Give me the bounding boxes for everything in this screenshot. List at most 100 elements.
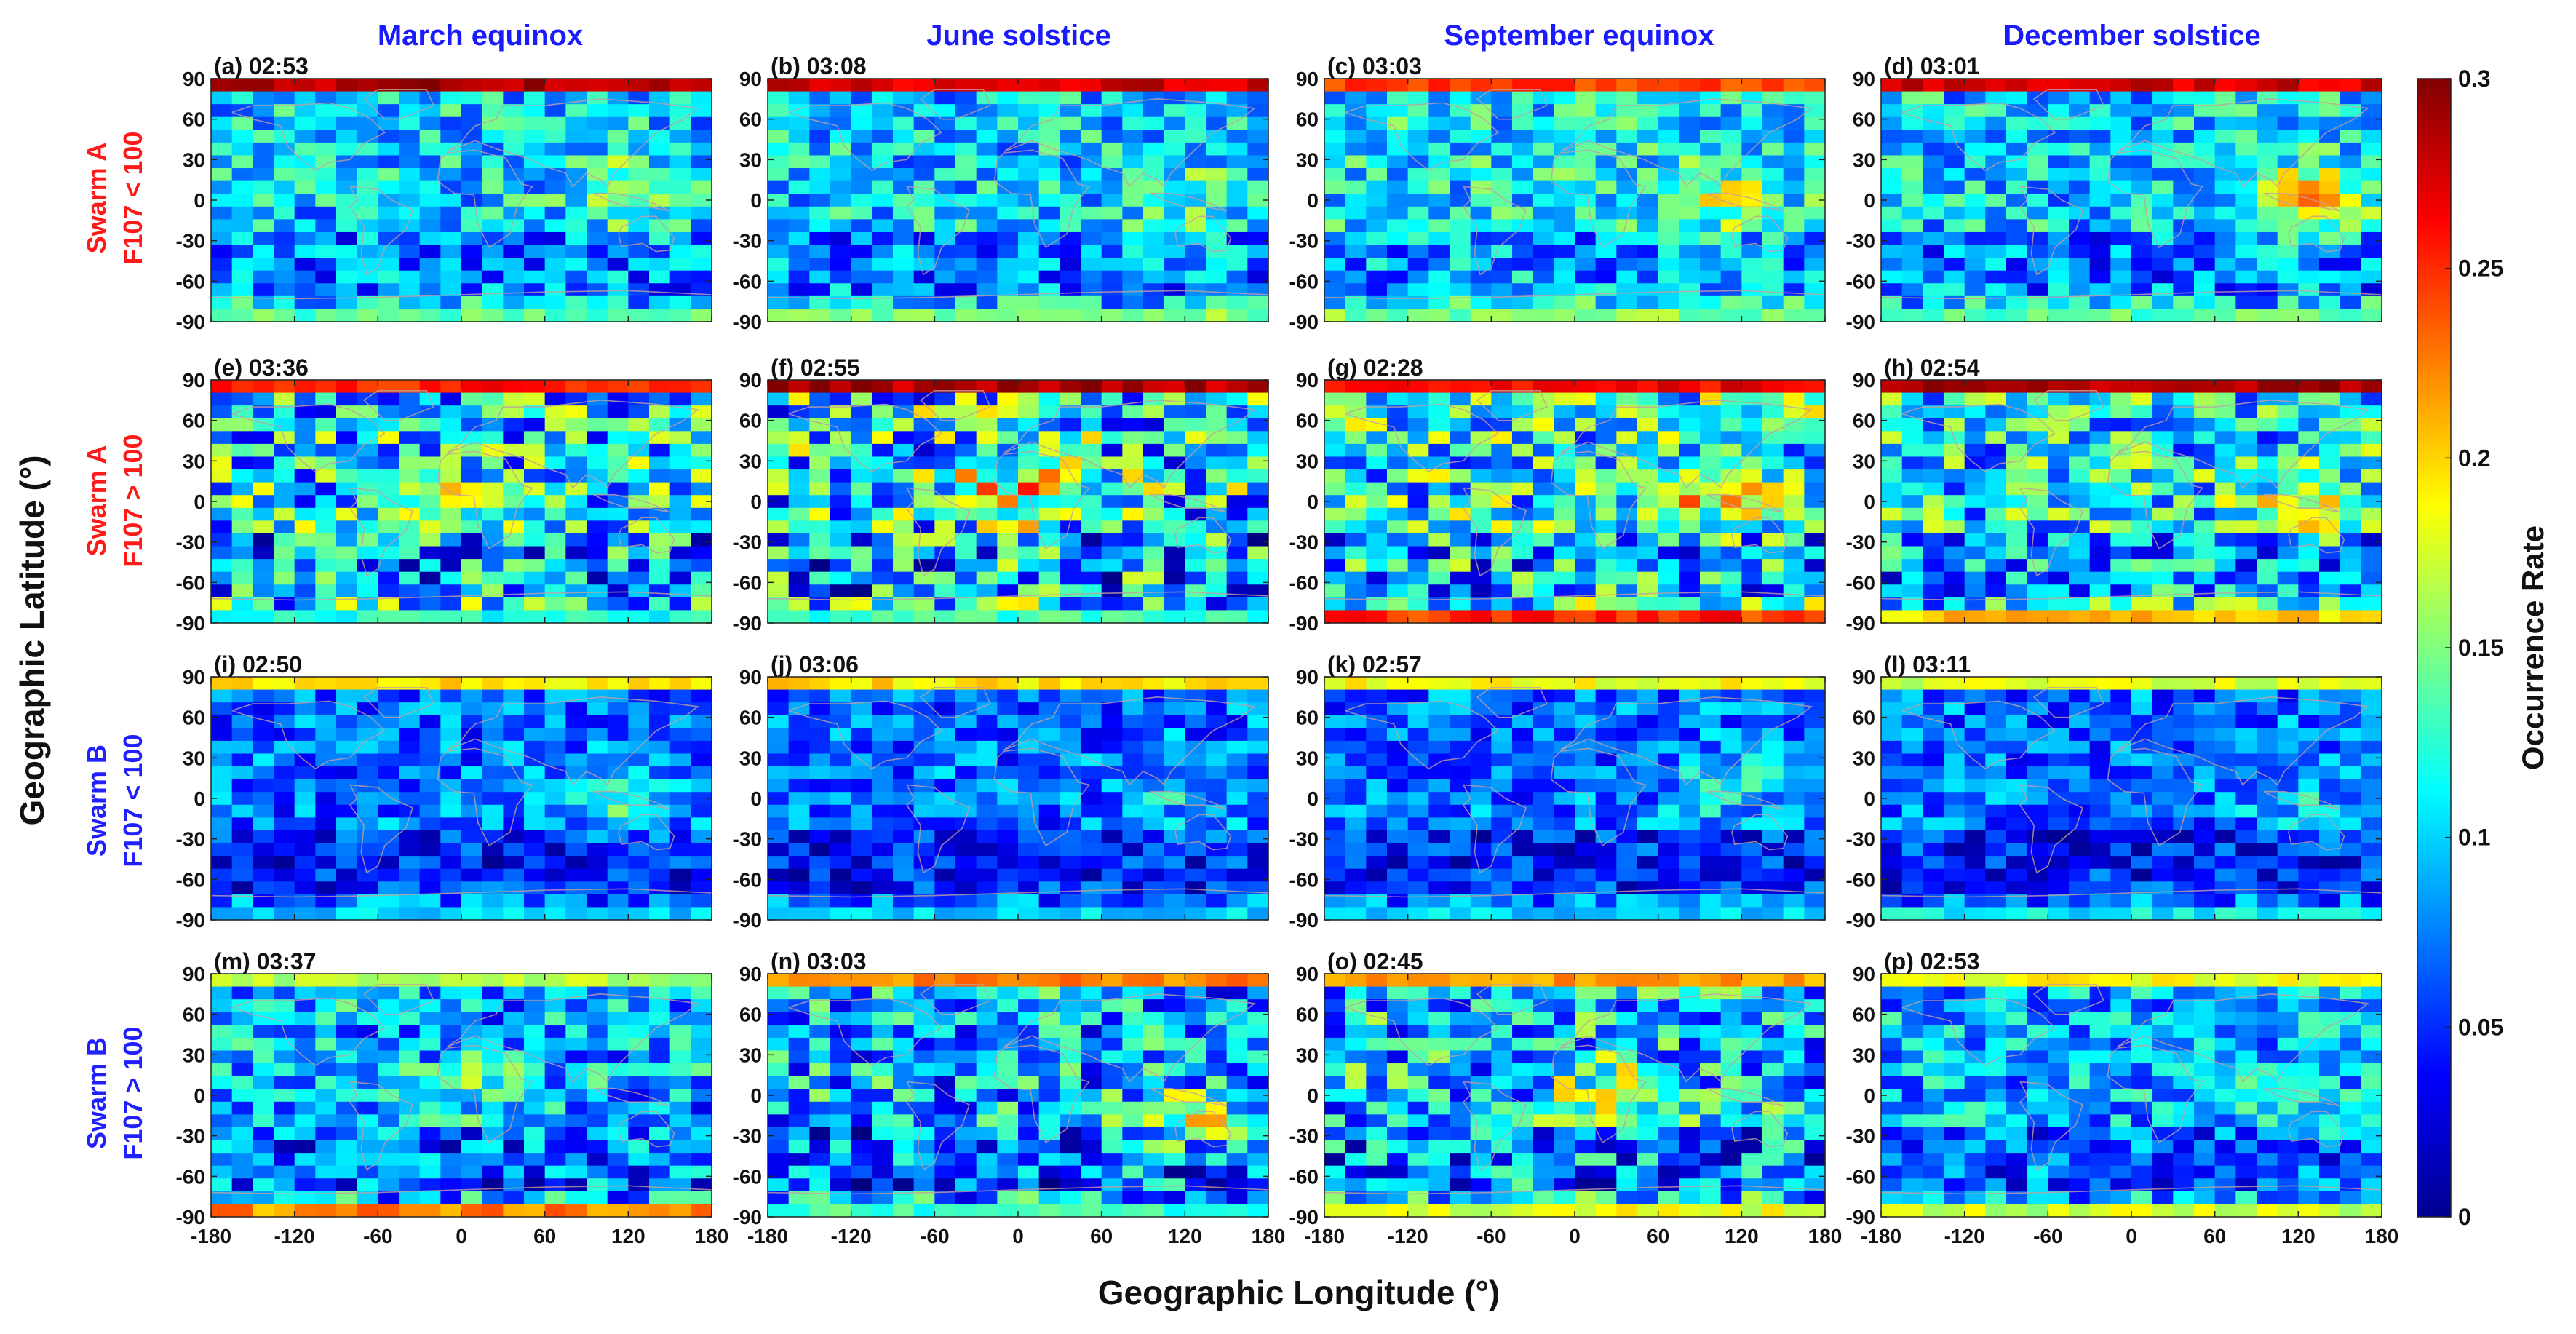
coastline	[1463, 487, 1527, 577]
heatmap-cell	[1637, 597, 1659, 611]
heatmap-cell	[1700, 309, 1722, 322]
heatmap-cell	[1122, 677, 1144, 691]
heatmap-cell	[830, 843, 852, 857]
heatmap-cell	[1679, 258, 1701, 271]
heatmap-cell	[913, 245, 935, 258]
heatmap-cell	[1783, 520, 1805, 534]
heatmap-cell	[1164, 843, 1185, 857]
heatmap-cell	[1804, 295, 1826, 310]
heatmap-cell	[1575, 79, 1597, 92]
heatmap-cell	[440, 907, 462, 921]
heatmap-cell	[211, 597, 233, 611]
heatmap-cell	[1616, 520, 1638, 534]
coastline	[1706, 493, 1784, 513]
heatmap-cell	[2089, 219, 2111, 233]
heatmap-cell	[419, 168, 441, 182]
heatmap-cell	[2173, 405, 2195, 419]
heatmap-cell	[565, 817, 587, 831]
heatmap-cell	[1944, 533, 1965, 547]
heatmap-cell	[544, 142, 566, 156]
heatmap-cell	[649, 405, 671, 419]
heatmap-cell	[830, 817, 852, 831]
heatmap-cell	[809, 258, 831, 271]
heatmap-cell	[607, 715, 629, 728]
heatmap-cell	[768, 79, 790, 92]
heatmap-cell	[2257, 610, 2278, 624]
heatmap-cell	[1595, 597, 1617, 611]
heatmap-cell	[2214, 309, 2236, 322]
heatmap-cell	[419, 405, 441, 419]
heatmap-cell	[788, 231, 810, 246]
heatmap-cell	[1700, 482, 1722, 496]
heatmap-cell	[1450, 116, 1471, 130]
heatmap-cell	[1450, 418, 1471, 432]
heatmap-cell	[1185, 295, 1206, 310]
heatmap-cell	[524, 392, 546, 406]
heatmap-cell	[872, 779, 894, 793]
heatmap-cell	[1185, 104, 1206, 118]
heatmap-cell	[461, 482, 483, 496]
heatmap-cell	[1783, 283, 1805, 297]
heatmap-cell	[274, 495, 295, 509]
heatmap-cell	[1595, 309, 1617, 322]
heatmap-cell	[1143, 380, 1165, 394]
heatmap-cell	[1038, 571, 1060, 585]
heatmap-cell	[851, 894, 872, 908]
heatmap-cell	[1944, 104, 1965, 118]
heatmap-cell	[357, 245, 378, 258]
heatmap-cell	[482, 856, 504, 870]
heatmap-cell	[768, 702, 790, 716]
heatmap-cell	[1101, 597, 1123, 611]
heatmap-cell	[2257, 168, 2278, 182]
heatmap-cell	[357, 907, 378, 921]
heatmap-cell	[649, 520, 671, 534]
heatmap-cell	[691, 559, 712, 573]
heatmap-cell	[357, 180, 378, 194]
heatmap-cell	[1366, 142, 1388, 156]
heatmap-cell	[2235, 130, 2257, 143]
heatmap-cell	[274, 894, 295, 908]
heatmap-cell	[1387, 194, 1409, 207]
heatmap-cell	[1470, 418, 1492, 432]
heatmap-cell	[788, 130, 810, 143]
heatmap-cell	[1247, 520, 1269, 534]
heatmap-cell	[1018, 715, 1040, 728]
heatmap-cell	[2110, 559, 2132, 573]
heatmap-cell	[1944, 405, 1965, 419]
coastline	[1463, 186, 1527, 276]
heatmap-cell	[1101, 817, 1123, 831]
heatmap-cell	[851, 507, 872, 521]
heatmap-cell	[2006, 130, 2028, 143]
heatmap-cell	[524, 881, 546, 895]
y-tick-label: 60	[1296, 410, 1319, 432]
heatmap-cell	[2298, 168, 2320, 182]
heatmap-cell	[934, 418, 956, 432]
heatmap-cell	[1512, 443, 1534, 458]
heatmap-cell	[1637, 309, 1659, 322]
heatmap-cell	[2069, 418, 2091, 432]
heatmap-cell	[336, 792, 358, 806]
heatmap-cell	[544, 231, 566, 246]
heatmap-cell	[2173, 584, 2195, 598]
heatmap-cell	[1387, 584, 1409, 598]
heatmap-cell	[2319, 91, 2341, 105]
coastline	[2107, 450, 2203, 550]
heatmap-cell	[976, 830, 998, 844]
heatmap-cell	[1226, 894, 1248, 908]
heatmap-cell	[1143, 245, 1165, 258]
heatmap-cell	[1512, 520, 1534, 534]
heatmap-cell	[1637, 507, 1659, 521]
heatmap-cell	[768, 779, 790, 793]
heatmap-cell	[1366, 520, 1388, 534]
heatmap-cell	[809, 469, 831, 483]
heatmap-cell	[1700, 418, 1722, 432]
heatmap-cell	[2277, 469, 2299, 483]
heatmap-cell	[669, 482, 691, 496]
heatmap-cell	[1226, 283, 1248, 297]
heatmap-cell	[211, 894, 233, 908]
heatmap-cell	[357, 392, 378, 406]
heatmap-cell	[1637, 469, 1659, 483]
heatmap-cell	[1185, 753, 1206, 767]
heatmap-cell	[2298, 380, 2320, 394]
heatmap-cell	[1679, 104, 1701, 118]
